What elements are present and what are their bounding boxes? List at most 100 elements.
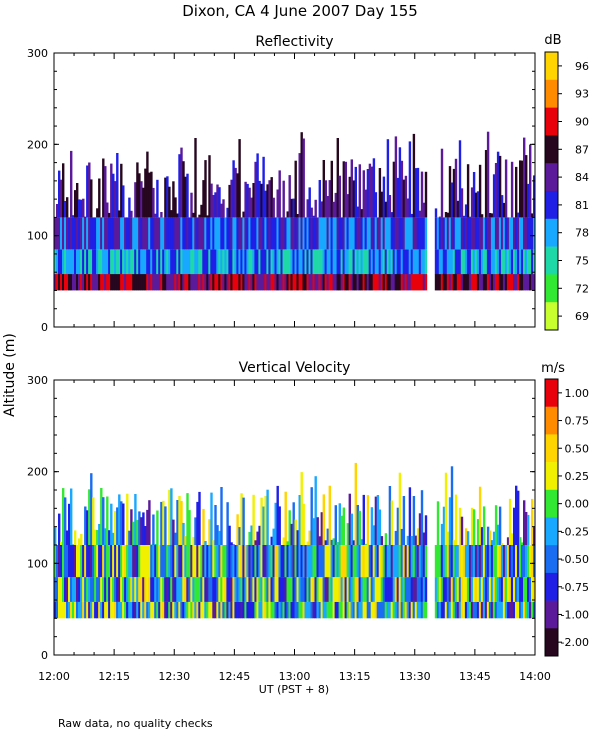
y-tick-label: 0: [41, 321, 48, 334]
heatmap-cell: [314, 577, 317, 602]
heatmap-cell: [298, 577, 301, 602]
heatmap-cell: [68, 545, 71, 578]
heatmap-cell: [94, 529, 97, 545]
heatmap-cell: [96, 545, 99, 578]
heatmap-cell: [422, 249, 426, 275]
heatmap-cell: [138, 577, 141, 602]
heatmap-cell: [186, 577, 189, 602]
heatmap-cell: [192, 601, 195, 619]
heatmap-cell: [192, 577, 195, 602]
heatmap-cell: [320, 577, 323, 602]
heatmap-cell: [412, 577, 416, 602]
heatmap-cell: [521, 542, 524, 545]
heatmap-cell: [246, 274, 249, 291]
heatmap-cell: [244, 217, 247, 250]
heatmap-cell: [146, 217, 149, 250]
heatmap-cell: [494, 274, 498, 291]
heatmap-cell: [98, 524, 101, 545]
heatmap-cell: [160, 217, 163, 250]
heatmap-cell: [486, 131, 490, 218]
heatmap-cell: [244, 601, 247, 619]
heatmap-cell: [178, 545, 181, 578]
heatmap-cell: [348, 217, 351, 250]
heatmap-cell: [128, 530, 131, 545]
heatmap-cell: [474, 577, 478, 602]
heatmap-cell: [406, 217, 410, 250]
heatmap-cell: [98, 545, 101, 578]
heatmap-cell: [252, 183, 255, 218]
heatmap-cell: [132, 577, 135, 602]
heatmap-cell: [176, 274, 179, 291]
heatmap-cell: [74, 601, 77, 619]
heatmap-cell: [498, 545, 502, 578]
heatmap-cell: [468, 216, 472, 218]
heatmap-cell: [398, 472, 402, 545]
heatmap-cell: [458, 140, 462, 218]
heatmap-cell: [208, 519, 211, 545]
heatmap-cell: [396, 577, 400, 602]
heatmap-cell: [402, 217, 406, 250]
heatmap-cell: [66, 601, 69, 619]
heatmap-cell: [304, 577, 307, 602]
heatmap-cell: [450, 217, 454, 250]
heatmap-cell: [390, 249, 394, 275]
heatmap-cell: [162, 274, 165, 291]
heatmap-cell: [80, 199, 83, 218]
heatmap-cell: [112, 577, 115, 602]
heatmap-cell: [382, 577, 386, 602]
colorbar-label: 90: [575, 116, 589, 129]
heatmap-cell: [122, 601, 125, 619]
heatmap-cell: [446, 531, 450, 545]
heatmap-cell: [82, 249, 85, 275]
heatmap-cell: [356, 274, 359, 291]
heatmap-cell: [214, 505, 217, 545]
heatmap-cell: [350, 601, 353, 619]
heatmap-cell: [480, 545, 484, 578]
heatmap-cell: [250, 197, 253, 218]
heatmap-cell: [256, 249, 259, 275]
heatmap-cell: [380, 191, 384, 218]
heatmap-cell: [128, 274, 131, 291]
heatmap-cell: [404, 601, 408, 619]
heatmap-cell: [504, 601, 508, 619]
heatmap-cell: [280, 217, 283, 250]
heatmap-cell: [502, 601, 506, 619]
heatmap-cell: [226, 274, 229, 291]
heatmap-cell: [160, 274, 163, 291]
heatmap-cell: [62, 163, 65, 218]
heatmap-cell: [364, 249, 367, 275]
heatmap-cell: [234, 545, 237, 578]
heatmap-cell: [200, 249, 203, 275]
heatmap-cell: [206, 601, 209, 619]
heatmap-cell: [408, 274, 412, 291]
heatmap-cell: [533, 249, 536, 275]
heatmap-cell: [134, 494, 137, 545]
heatmap-cell: [138, 545, 141, 578]
heatmap-cell: [402, 249, 406, 275]
heatmap-cell: [404, 249, 408, 275]
colorbar-label: 69: [575, 310, 589, 323]
heatmap-cell: [306, 601, 309, 619]
heatmap-cell: [466, 217, 470, 250]
heatmap-cell: [344, 249, 347, 275]
heatmap-cell: [466, 601, 470, 619]
heatmap-cell: [118, 217, 121, 250]
heatmap-cell: [366, 169, 370, 218]
heatmap-cell: [382, 217, 386, 250]
heatmap-cell: [156, 601, 159, 619]
heatmap-cell: [132, 521, 135, 545]
heatmap-cell: [178, 154, 181, 218]
heatmap-cell: [310, 274, 313, 291]
heatmap-cell: [386, 274, 390, 291]
heatmap-cell: [118, 601, 121, 619]
heatmap-cell: [352, 274, 355, 291]
heatmap-cell: [118, 210, 121, 218]
heatmap-cell: [170, 249, 173, 275]
heatmap-cell: [242, 497, 245, 545]
heatmap-cell: [328, 601, 331, 619]
heatmap-cell: [126, 545, 129, 578]
heatmap-cell: [468, 545, 472, 578]
heatmap-cell: [352, 601, 355, 619]
heatmap-cell: [362, 494, 365, 545]
heatmap-cell: [244, 249, 247, 275]
